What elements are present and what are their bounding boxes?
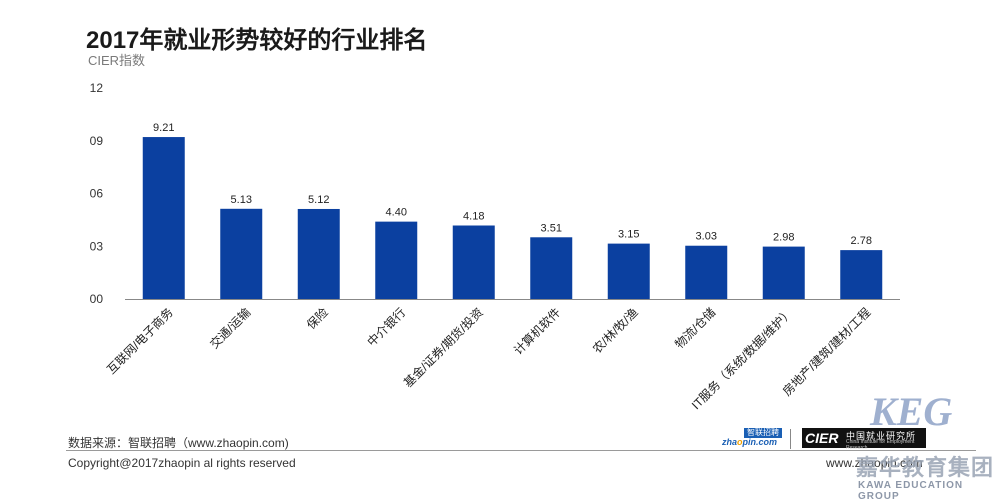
- zhaopin-logo: 智联招聘 zhaopin.com: [720, 428, 782, 447]
- bar-value-label: 4.40: [386, 207, 407, 219]
- cier-logo: CIER 中国就业研究所 China Institute for Employm…: [802, 428, 926, 451]
- cier-logo-en: China Institute for Employment Research: [846, 439, 915, 451]
- bar: [297, 208, 340, 299]
- kec-watermark-cn: 嘉华教育集团: [856, 455, 995, 481]
- website-text: www.zhaopin.com: [826, 456, 923, 470]
- x-tick-label: 互联网/电子商务: [104, 305, 176, 377]
- y-tick-label: 12: [90, 81, 104, 95]
- copyright-text: Copyright@2017zhaopin al rights reserved: [68, 456, 296, 470]
- bar: [530, 237, 573, 299]
- bar: [685, 245, 728, 299]
- bar-value-label: 4.18: [463, 211, 484, 223]
- kec-watermark-mark: KEG: [870, 389, 953, 434]
- x-tick-label: 基金/证券/期货/投资: [400, 305, 486, 391]
- kec-watermark-en: KAWA EDUCATION GROUP: [858, 480, 964, 502]
- bar-value-label: 3.03: [696, 231, 717, 243]
- bar-value-label: 3.51: [541, 222, 562, 234]
- bar: [220, 208, 263, 299]
- cier-logo-mark: CIER: [805, 430, 839, 446]
- y-tick-label: 03: [90, 239, 104, 253]
- x-tick-label: 农/林/牧/渔: [590, 305, 641, 356]
- bar-value-label: 5.13: [231, 194, 252, 206]
- bar-value-label: 5.12: [308, 194, 329, 206]
- x-tick-label: 计算机软件: [510, 305, 563, 358]
- bar-chart: 00 03 06 09 12 9.21 互联网/电子商务 5.13 交通/运输 5.12 保险 4.4…: [90, 81, 900, 412]
- bar-value-label: 3.15: [618, 229, 639, 241]
- footer-divider: [66, 450, 976, 451]
- y-tick-label: 09: [90, 134, 104, 148]
- cier-logo-cn: 中国就业研究所: [846, 431, 917, 441]
- zhaopin-logo-en: zhaopin.com: [722, 437, 778, 447]
- bar-value-label: 9.21: [153, 122, 174, 134]
- bar: [142, 137, 185, 299]
- x-tick-label: 交通/运输: [206, 305, 253, 352]
- bar-value-label: 2.78: [851, 235, 872, 247]
- x-tick-label: 物流/仓储: [671, 305, 718, 352]
- bar-value-label: 2.98: [773, 232, 794, 244]
- zhaopin-logo-cn: 智联招聘: [744, 428, 782, 438]
- bar: [375, 221, 418, 299]
- chart-title: 2017年就业形势较好的行业排名: [86, 27, 428, 54]
- chart-subtitle: CIER指数: [88, 53, 146, 68]
- x-tick-label: 中介银行: [364, 305, 409, 350]
- logo-divider: [790, 429, 791, 449]
- y-tick-label: 06: [90, 187, 104, 201]
- x-tick-label: 房地产/建筑/建材/工程: [779, 305, 873, 399]
- data-source: 数据来源：智联招聘（www.zhaopin.com): [68, 436, 289, 450]
- bar: [607, 243, 650, 299]
- bar: [452, 225, 495, 299]
- x-tick-label: 保险: [303, 305, 331, 333]
- bar: [840, 250, 883, 299]
- y-tick-label: 00: [90, 292, 104, 306]
- bar: [762, 246, 805, 299]
